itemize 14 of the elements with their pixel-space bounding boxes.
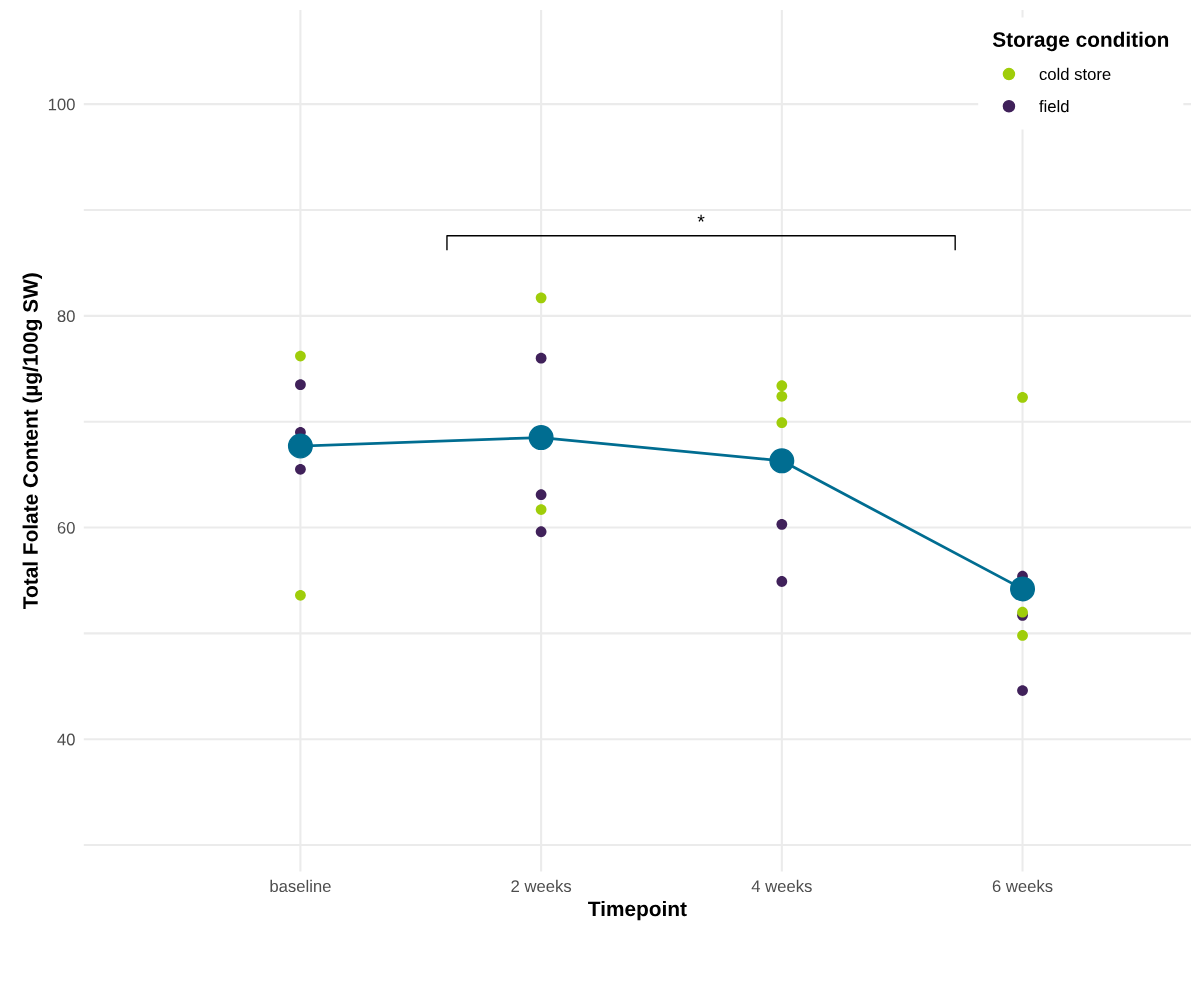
x-tick-label: 2 weeks bbox=[511, 879, 572, 893]
y-tick-label: 60 bbox=[57, 521, 75, 534]
y-axis-title: Total Folate Content (µg/100g SW) bbox=[22, 273, 43, 609]
x-tick-label: 6 weeks bbox=[992, 879, 1053, 893]
x-tick-label: 4 weeks bbox=[751, 879, 812, 893]
annotation: * bbox=[697, 214, 705, 222]
x-axis-title: Timepoint bbox=[588, 900, 687, 921]
legend-label: field bbox=[1039, 100, 1069, 113]
x-tick-label: baseline bbox=[270, 879, 331, 893]
legend-label: cold store bbox=[1039, 67, 1111, 81]
y-tick-label: 40 bbox=[57, 733, 75, 746]
legend-title: Storage condition bbox=[992, 31, 1169, 52]
y-tick-label: 100 bbox=[48, 98, 75, 111]
y-tick-label: 80 bbox=[57, 310, 75, 323]
